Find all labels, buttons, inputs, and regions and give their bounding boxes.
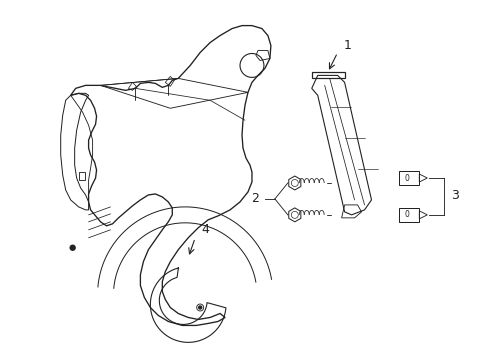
Circle shape (198, 306, 201, 309)
Text: 4: 4 (201, 223, 209, 236)
Text: 0: 0 (404, 174, 409, 183)
Bar (399, 171, 419, 185)
Text: 0: 0 (404, 210, 409, 219)
Bar (399, 208, 419, 222)
Text: 1: 1 (343, 39, 351, 52)
Circle shape (70, 245, 75, 250)
Text: 3: 3 (450, 189, 458, 202)
Text: 2: 2 (250, 193, 258, 206)
